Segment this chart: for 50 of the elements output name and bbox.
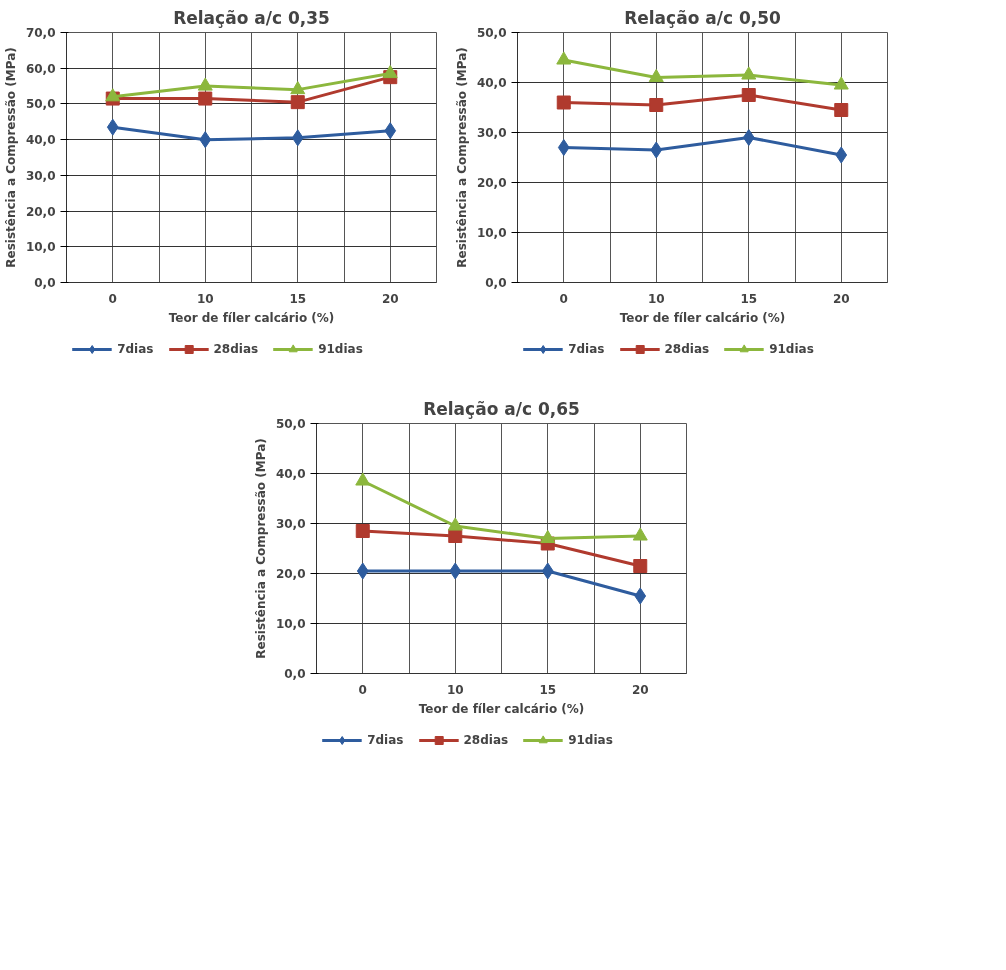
legend-label: 7dias <box>568 342 605 356</box>
y-axis-title: Resistência a Compressão (MPa) <box>253 438 268 659</box>
x-tick-label: 15 <box>289 291 307 306</box>
y-tick-label: 0,0 <box>34 276 56 290</box>
x-tick-label: 20 <box>832 291 850 306</box>
y-tick-label: 0,0 <box>485 276 507 290</box>
x-tick-label: 15 <box>740 291 758 306</box>
x-tick-label: 10 <box>647 291 665 306</box>
y-tick-label: 40,0 <box>25 133 56 148</box>
chart-title: Relação a/c 0,35 <box>173 7 330 28</box>
y-axis-title: Resistência a Compressão (MPa) <box>3 47 18 268</box>
chart-title: Relação a/c 0,50 <box>624 7 782 28</box>
y-axis-title: Resistência a Compressão (MPa) <box>454 47 469 268</box>
legend-label: 7dias <box>117 342 154 356</box>
y-tick-label: 50,0 <box>25 97 56 112</box>
x-tick-label: 10 <box>196 291 214 306</box>
y-tick-label: 10,0 <box>275 617 306 631</box>
x-tick-label: 0 <box>108 291 117 306</box>
y-tick-label: 40,0 <box>476 76 507 90</box>
legend-label: 28dias <box>463 733 509 747</box>
x-axis-title: Teor de fíler calcário (%) <box>168 310 335 325</box>
legend-label: 91dias <box>568 733 613 747</box>
y-tick-label: 70,0 <box>25 26 56 40</box>
legend-label: 28dias <box>664 342 710 356</box>
y-tick-label: 10,0 <box>476 226 507 240</box>
y-tick-label: 0,0 <box>284 667 306 681</box>
y-tick-label: 30,0 <box>25 168 56 183</box>
legend-label: 91dias <box>769 342 814 356</box>
x-tick-label: 15 <box>539 682 557 697</box>
x-tick-label: 0 <box>559 291 568 306</box>
x-axis-title: Teor de fíler calcário (%) <box>619 310 786 325</box>
x-tick-label: 20 <box>381 291 399 306</box>
y-tick-label: 60,0 <box>25 61 56 76</box>
y-tick-label: 10,0 <box>25 240 56 255</box>
x-axis-title: Teor de fíler calcário (%) <box>418 701 585 716</box>
y-tick-label: 20,0 <box>25 204 56 219</box>
y-tick-label: 30,0 <box>275 517 306 531</box>
x-tick-label: 20 <box>631 682 649 697</box>
x-tick-label: 10 <box>446 682 464 697</box>
x-tick-label: 0 <box>358 682 367 697</box>
y-tick-label: 20,0 <box>476 176 507 190</box>
y-tick-label: 50,0 <box>476 26 507 40</box>
y-tick-label: 50,0 <box>275 417 306 431</box>
y-tick-label: 40,0 <box>275 467 306 481</box>
legend-label: 7dias <box>367 733 404 747</box>
chart-title: Relação a/c 0,65 <box>423 398 580 419</box>
y-tick-label: 20,0 <box>275 567 306 581</box>
legend-label: 28dias <box>213 342 259 356</box>
y-tick-label: 30,0 <box>476 126 507 140</box>
legend-label: 91dias <box>318 342 363 356</box>
